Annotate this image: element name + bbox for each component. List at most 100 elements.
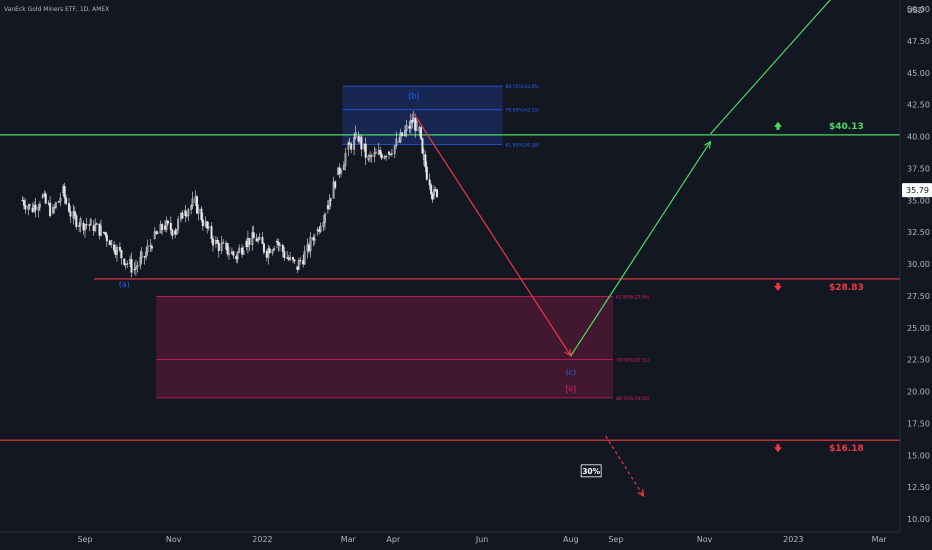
price-tick-label: 40.00 <box>907 133 930 142</box>
price-bar-body <box>409 120 412 129</box>
price-bar-body <box>24 205 27 210</box>
price-bar-body <box>169 222 172 231</box>
horizontal-levels: $40.13 $28.83 $16.18 <box>0 121 900 454</box>
price-bar-body <box>54 202 57 208</box>
price-bar-body <box>387 151 390 155</box>
price-bar-body <box>283 251 286 258</box>
price-bar-body <box>146 245 149 253</box>
price-bar-body <box>273 248 276 251</box>
price-bar-body <box>395 138 398 146</box>
price-bar-body <box>424 154 427 168</box>
price-tick-label: 30.00 <box>907 260 930 269</box>
price-bar-body <box>353 137 356 150</box>
price-bar-body <box>75 215 78 228</box>
price-tick-label: 22.50 <box>907 356 930 365</box>
price-bar-body <box>115 246 118 255</box>
current-price-tag <box>902 183 932 198</box>
price-bar-body <box>65 197 68 204</box>
price-bar-body <box>291 257 294 260</box>
price-bar-body <box>78 224 81 228</box>
price-bar-body <box>401 132 404 136</box>
price-bar-body <box>339 169 342 174</box>
fib-level-label: 88.70%(19.50) <box>616 396 650 402</box>
price-bar-body <box>136 264 139 268</box>
price-bar-body <box>113 244 116 251</box>
price-bar-body <box>181 212 184 219</box>
price-bar-body <box>83 224 86 231</box>
price-bar-body <box>278 244 281 246</box>
price-bar-body <box>37 206 40 211</box>
price-axis[interactable]: 10.00 12.50 15.00 17.50 20.00 22.50 25.00 27.50… <box>899 0 932 532</box>
price-bar-body <box>161 224 164 231</box>
price-bar-body <box>277 242 280 246</box>
price-bar-body <box>211 238 214 246</box>
arrowhead-icon <box>637 489 645 498</box>
price-bar-body <box>428 179 431 186</box>
price-bar-body <box>238 247 241 253</box>
price-bar-body <box>41 195 44 198</box>
price-bar-body <box>289 257 292 260</box>
price-bar-body <box>140 251 143 258</box>
fib-level-label: 78.60%(22.51) <box>616 357 650 363</box>
price-bar-body <box>217 242 220 251</box>
price-bar-body <box>390 153 393 155</box>
price-bar-body <box>383 156 386 159</box>
price-bar-body <box>257 239 260 242</box>
price-bar-body <box>177 219 180 230</box>
price-bar-body <box>139 257 142 266</box>
price-bar-body <box>403 130 406 136</box>
price-bar-body <box>22 200 25 206</box>
level-price-label: $28.83 <box>829 283 864 293</box>
fib-level-label: 88.70%(43.95) <box>505 84 539 90</box>
fib-level-label: 61.80%(27.46) <box>616 294 650 300</box>
price-bar-body <box>373 152 376 157</box>
price-bar-body <box>309 237 312 252</box>
price-tick-label: 50.00 <box>907 5 930 14</box>
price-bar-body <box>367 155 370 160</box>
chart-symbol-title: VanEck Gold Miners ETF, 1D, AMEX <box>4 6 109 13</box>
price-bar-body <box>95 223 98 225</box>
price-bar-body <box>165 220 168 230</box>
wave-labels: (a) (b) (c) [ii] 30% <box>119 91 602 478</box>
level-price-label: $40.13 <box>829 122 864 132</box>
price-bar-body <box>149 245 152 247</box>
price-bar-body <box>201 219 204 227</box>
price-tick-label: 20.00 <box>907 388 930 397</box>
wave-label: (c) <box>565 368 576 377</box>
price-bar-body <box>312 237 315 241</box>
price-bar-body <box>59 197 62 202</box>
price-bar-body <box>195 196 198 214</box>
time-axis[interactable]: Sep Nov 2022 Mar Apr Jun Aug Sep Nov 2023 Mar <box>0 531 900 544</box>
price-bar-body <box>133 268 136 270</box>
price-bar-body <box>405 125 408 131</box>
price-bar-body <box>94 224 97 231</box>
arrow-up-icon <box>774 121 782 130</box>
price-bar-body <box>348 142 351 145</box>
price-bar-body <box>197 208 200 214</box>
price-bar-body <box>360 136 363 150</box>
time-tick-label: Mar <box>872 535 888 544</box>
price-bar-body <box>242 250 245 255</box>
price-bar-body <box>63 186 66 198</box>
price-bar-body <box>275 240 278 243</box>
price-bar-body <box>350 144 353 150</box>
level-price-label: $16.18 <box>829 444 864 454</box>
time-tick-label: Nov <box>166 535 182 544</box>
price-bar-body <box>38 203 41 208</box>
price-bar-body <box>364 143 367 158</box>
price-bar-body <box>332 181 335 199</box>
time-tick-label: Sep <box>77 535 92 544</box>
price-bar-body <box>145 251 148 258</box>
current-price-label: 35.79 <box>906 186 929 195</box>
price-tick-label: 15.00 <box>907 451 930 460</box>
projection-line-1 <box>570 141 711 357</box>
price-bar-body <box>334 181 337 188</box>
price-bar-body <box>210 226 213 239</box>
price-bar-body <box>155 231 158 234</box>
price-bar-body <box>110 240 113 246</box>
price-bar-body <box>286 257 289 259</box>
annotation-label: 30% <box>582 467 600 476</box>
price-bar-body <box>222 242 225 244</box>
price-tick-label: 10.00 <box>907 515 930 524</box>
